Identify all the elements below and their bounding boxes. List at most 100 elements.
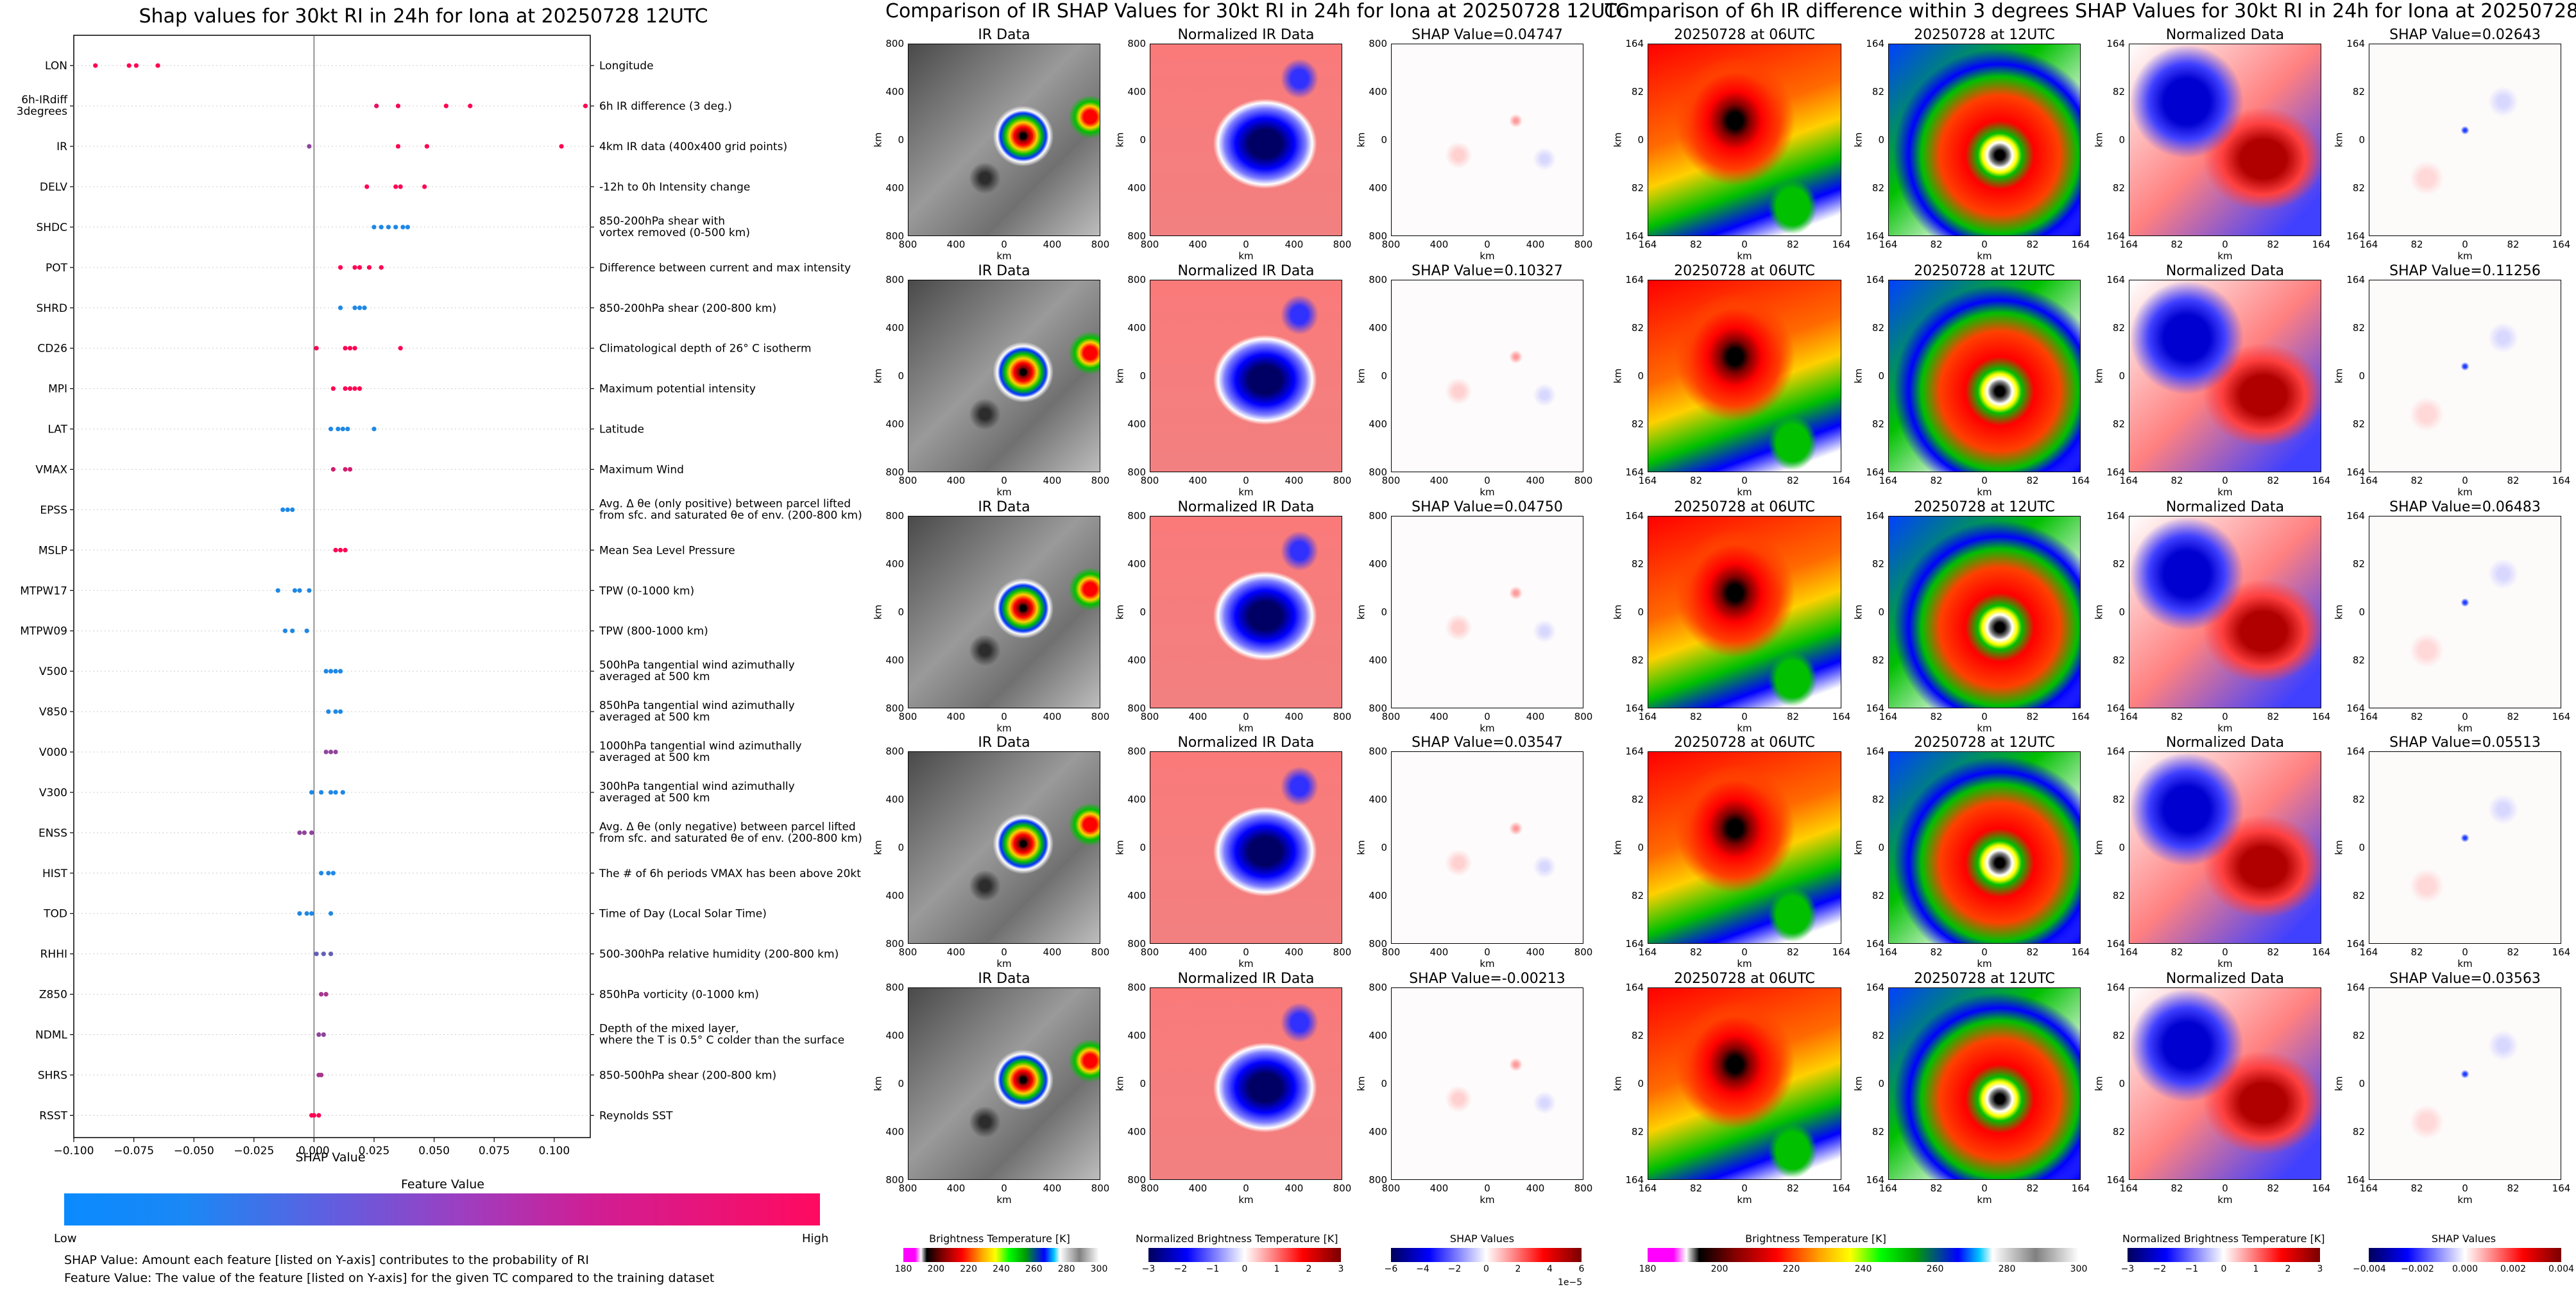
ir-ylabel: km [1114,604,1126,620]
diff-ytick-label: 164 [2106,938,2125,950]
ir-ytick-label: 800 [1127,38,1146,49]
shap-point [374,103,379,108]
diff-ytick-label: 82 [1872,890,1884,901]
ir-xtick-label: 800 [1574,711,1593,722]
diff-xtick-label: 0 [2222,475,2228,486]
diff-ylabel: km [2093,604,2105,620]
diff-xtick-label: 82 [2410,1182,2423,1194]
ir-ytick-label: 0 [1381,134,1387,146]
ir-xtick-label: 400 [1284,475,1304,486]
ir-ytick-label: 400 [1369,890,1387,901]
diff-ytick-label: 82 [2352,1126,2365,1138]
diff-ytick-label: 82 [1631,794,1644,805]
diff-panel-title: 20250728 at 12UTC [1914,499,2055,515]
diff-xlabel: km [1737,722,1752,734]
xtick-label: 0.100 [539,1145,570,1157]
shap-point [328,952,334,957]
feature-description-label: Reynolds SST [599,1109,673,1122]
diff-ytick-label: 164 [2346,982,2365,993]
diff-xtick-label: 164 [2119,946,2138,958]
ir-xtick-label: 800 [1381,711,1401,722]
colorbar-tick-label: 2 [2285,1264,2291,1274]
shap-point [319,1072,324,1078]
diff-xtick-label: 82 [2507,475,2520,486]
shap-point [352,265,357,270]
diff-xlabel: km [1977,1194,1992,1206]
diff-xlabel: km [2217,722,2233,734]
feature-description-label: Mean Sea Level Pressure [599,544,735,557]
feature-name-label: V300 [39,787,67,799]
ir-xtick-label: 400 [1284,239,1304,250]
ir-norm-map [1150,280,1342,472]
shap-point [583,103,588,108]
diff-ylabel: km [1612,840,1624,855]
ir-panel-title: IR Data [978,971,1030,987]
colorbar-tick-label: 0 [1483,1264,1489,1274]
ir-xtick-label: 800 [1091,946,1110,958]
diff-xtick-label: 82 [2507,946,2520,958]
ir-ytick-label: 800 [1369,938,1387,950]
feature-description-label: TPW (0-1000 km) [599,585,694,597]
feature-name-label: LAT [47,423,67,436]
shap-point [328,790,334,795]
ir-ir-map [908,516,1100,708]
diff-panel-title: 20250728 at 12UTC [1914,971,2055,987]
diff-ytick-label: 82 [1631,418,1644,430]
diff-bt12-map [1888,280,2081,472]
ir-xtick-label: 800 [1381,239,1401,250]
diff-ytick-label: 82 [1631,654,1644,666]
shap-point [347,386,353,391]
ir-ir-map [908,44,1100,236]
diff-ytick-label: 164 [1866,938,1884,950]
ir-xtick-label: 0 [1484,1182,1490,1194]
ir-ytick-label: 400 [885,86,904,98]
shap-point [364,184,370,189]
diff-ytick-label: 82 [2112,86,2125,98]
colorbar-tick-label: 180 [1639,1264,1657,1274]
ir-ytick-label: 400 [885,654,904,666]
shap-point [326,709,331,714]
diff-xtick-label: 82 [1786,239,1800,250]
ir-panel-title: Normalized IR Data [1177,27,1315,43]
shap-point [297,830,302,835]
colorbar-tick-label: 240 [993,1264,1010,1274]
ir-xlabel: km [1238,486,1254,498]
diff-ytick-label: 82 [2112,418,2125,430]
shap-point [357,265,363,270]
diff-shap-map [2369,987,2561,1180]
ir-ylabel: km [1355,132,1367,148]
feature-name-label: Z850 [39,989,67,1002]
ir-ytick-label: 800 [1127,746,1146,757]
diff-xtick-label: 82 [1786,711,1800,722]
diff-xtick-label: 82 [2026,1182,2039,1194]
feature-name-label: V500 [39,665,67,678]
ir-shap-colorbar [1391,1248,1582,1262]
ir-xtick-label: 400 [1284,711,1304,722]
diff-xtick-label: 0 [1741,711,1748,722]
ir-ytick-label: 400 [1369,86,1387,98]
diff-xtick-label: 82 [2171,1182,2183,1194]
diff-panel-title: SHAP Value=0.03563 [2389,971,2541,987]
diff-ytick-label: 0 [1637,606,1644,618]
ir-bt-colorbar [903,1248,1099,1262]
diff-ytick-label: 164 [1866,230,1884,242]
shap-point [362,305,367,311]
diff-shap-colorbar-title: SHAP Values [2431,1233,2496,1245]
shap-point [338,305,343,311]
ir-ytick-label: 400 [1127,322,1146,334]
ir-xtick-label: 800 [1140,1182,1159,1194]
diff-ytick-label: 164 [1625,982,1644,993]
diff-xtick-label: 164 [2071,475,2090,486]
feature-name-label: IR [56,141,67,153]
diff-xtick-label: 82 [1930,475,1943,486]
ir-ytick-label: 800 [1127,982,1146,993]
shap-point [393,184,398,189]
ir-ytick-label: 0 [898,134,904,146]
ir-xtick-label: 400 [1188,711,1207,722]
diff-xlabel: km [2217,486,2233,498]
diff-xtick-label: 82 [1930,711,1943,722]
shap-point [326,871,331,876]
ir-xtick-label: 400 [1043,711,1062,722]
shap-point [352,386,357,391]
shap-point [357,305,363,311]
